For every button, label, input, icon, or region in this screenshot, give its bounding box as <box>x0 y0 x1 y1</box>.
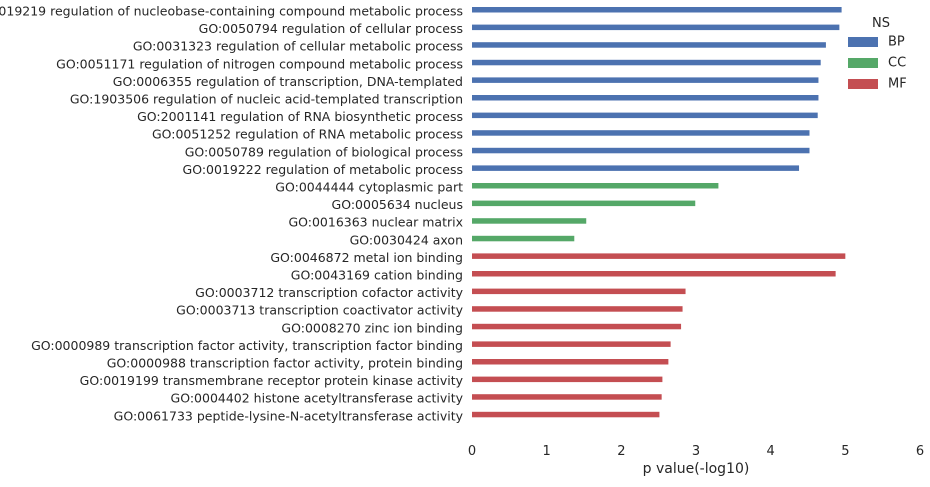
bar <box>472 95 819 101</box>
category-label: GO:0050794 regulation of cellular proces… <box>199 21 463 36</box>
bar <box>472 183 719 189</box>
bar <box>472 411 660 418</box>
bar <box>472 323 682 330</box>
x-axis-label: p value(-log10) <box>643 461 750 477</box>
bar <box>472 218 587 224</box>
x-tick-label: 6 <box>916 444 924 459</box>
category-label: GO:0000988 transcription factor activity… <box>107 356 463 371</box>
category-label: GO:0043169 cation binding <box>291 268 463 283</box>
bar <box>472 7 842 13</box>
category-label: GO:0016363 nuclear matrix <box>288 215 463 230</box>
bar <box>472 306 683 312</box>
bar <box>472 112 818 119</box>
category-label: GO:0000989 transcription factor activity… <box>31 338 463 353</box>
category-label: GO:0004402 histone acetyltransferase act… <box>171 391 464 406</box>
category-label: GO:0044444 cytoplasmic part <box>275 180 463 195</box>
category-label: GO:0061733 peptide-lysine-N-acetyltransf… <box>114 408 464 423</box>
x-tick-label: 0 <box>468 444 476 459</box>
legend-label: BP <box>888 35 905 50</box>
x-tick-label: 4 <box>767 444 775 459</box>
bar <box>472 394 662 400</box>
category-labels-group: GO:0019219 regulation of nucleobase-cont… <box>0 4 464 424</box>
bar <box>472 376 663 383</box>
category-label: GO:0050789 regulation of biological proc… <box>185 144 463 159</box>
bar <box>472 77 819 83</box>
legend-label: MF <box>888 77 907 92</box>
category-label: GO:0006355 regulation of transcription, … <box>113 74 463 89</box>
x-tick-labels-group: 0 1 2 3 4 5 6 <box>468 444 924 459</box>
category-label: GO:0046872 metal ion binding <box>270 250 463 265</box>
bar <box>472 42 826 48</box>
category-label: GO:0051252 regulation of RNA metabolic p… <box>152 127 463 142</box>
legend-title: NS <box>872 16 890 31</box>
legend-label: CC <box>888 56 906 71</box>
bars-group <box>472 7 846 418</box>
category-label: GO:0008270 zinc ion binding <box>281 320 463 335</box>
legend-items: BP CC MF <box>848 35 907 92</box>
bar <box>472 130 810 136</box>
x-tick-label: 3 <box>692 444 700 459</box>
category-label: GO:0003713 transcription coactivator act… <box>176 303 463 318</box>
category-label: GO:1903506 regulation of nucleic acid-te… <box>70 92 463 107</box>
bar <box>472 288 686 295</box>
bar <box>472 24 840 31</box>
bar <box>472 147 810 154</box>
bar <box>472 59 821 66</box>
bar <box>472 271 836 277</box>
category-label: GO:0019199 transmembrane receptor protei… <box>80 373 464 388</box>
bar <box>472 253 846 259</box>
legend-swatch <box>848 79 878 89</box>
category-label: GO:2001141 regulation of RNA biosyntheti… <box>137 109 463 124</box>
legend-swatch <box>848 37 878 47</box>
x-tick-label: 1 <box>543 444 551 459</box>
category-label: GO:0051171 regulation of nitrogen compou… <box>56 56 463 71</box>
legend-swatch <box>848 58 878 68</box>
category-label: GO:0005634 nucleus <box>332 197 463 212</box>
category-label: GO:0030424 axon <box>350 232 463 247</box>
bar <box>472 235 575 242</box>
x-tick-label: 5 <box>841 444 849 459</box>
bar <box>472 200 696 207</box>
category-label: GO:0031323 regulation of cellular metabo… <box>133 39 463 54</box>
bar <box>472 359 669 365</box>
legend: NS BP CC MF <box>848 16 907 92</box>
x-tick-label: 2 <box>617 444 625 459</box>
category-label: GO:0019222 regulation of metabolic proce… <box>183 162 463 177</box>
bar <box>472 165 800 171</box>
category-label: GO:0003712 transcription cofactor activi… <box>195 285 463 300</box>
category-label: GO:0019219 regulation of nucleobase-cont… <box>0 4 463 19</box>
bar <box>472 341 671 347</box>
